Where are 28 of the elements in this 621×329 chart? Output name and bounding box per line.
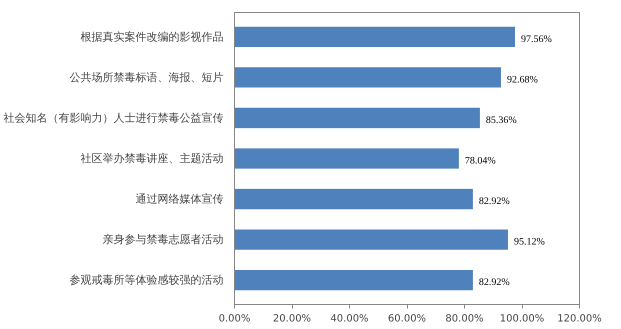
- y-tick-label: 根据真实案件改编的影视作品: [80, 30, 224, 44]
- y-tick-label: 通过网络媒体宣传: [136, 192, 224, 206]
- y-tick-label: 参观戒毒所等体验感较强的活动: [70, 274, 224, 287]
- x-tick-label: 40.00%: [330, 314, 369, 324]
- data-label: 78.04%: [464, 156, 496, 166]
- data-label: 97.56%: [520, 34, 552, 45]
- x-tick-label: 100.00%: [500, 314, 544, 324]
- data-label: 82.92%: [478, 196, 510, 208]
- x-tick-label: 20.00%: [272, 314, 312, 324]
- bar: [234, 188, 473, 210]
- bar: [234, 270, 473, 290]
- bar: [234, 148, 459, 169]
- data-label: 95.12%: [514, 236, 545, 248]
- bar: [234, 229, 508, 250]
- data-label: 92.68%: [506, 74, 538, 86]
- x-tick-label: 0.00%: [218, 314, 250, 324]
- data-label: 82.92%: [478, 277, 510, 288]
- x-tick-label: 120.00%: [557, 314, 602, 324]
- data-label: 85.36%: [486, 114, 517, 126]
- x-tick-label: 60.00%: [388, 314, 426, 324]
- y-tick-label: 社会知名（有影响力）人士进行禁毒公益宣传: [4, 111, 224, 124]
- x-tick-label: 80.00%: [445, 314, 484, 324]
- y-tick-label: 亲身参与禁毒志愿者活动: [102, 233, 224, 246]
- bar: [234, 67, 501, 88]
- bar: [234, 108, 480, 128]
- bar: [234, 26, 515, 47]
- y-tick-label: 公共场所禁毒标语、海报、短片: [70, 70, 224, 84]
- y-tick-label: 社区举办禁毒讲座、主题活动: [80, 152, 224, 165]
